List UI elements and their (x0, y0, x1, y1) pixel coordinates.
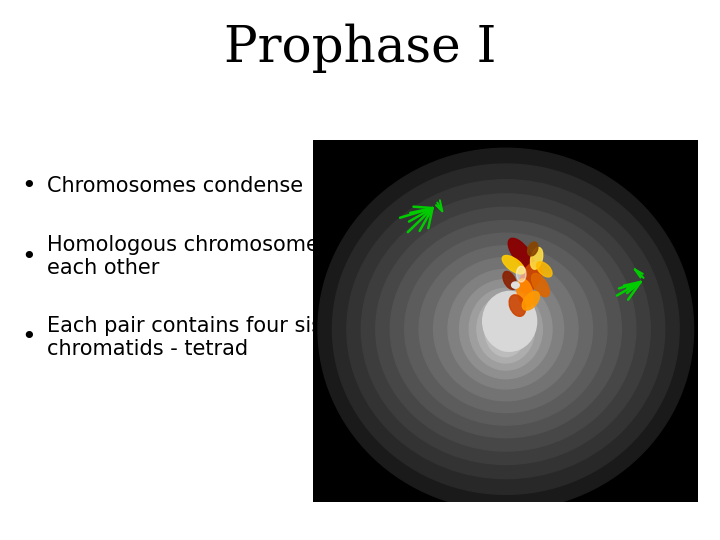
Ellipse shape (516, 266, 526, 282)
Ellipse shape (522, 292, 539, 310)
Ellipse shape (419, 246, 593, 413)
Text: Homologous chromosomes pair w/: Homologous chromosomes pair w/ (47, 234, 408, 255)
Ellipse shape (512, 282, 519, 288)
Ellipse shape (433, 258, 578, 401)
Ellipse shape (503, 255, 525, 274)
Ellipse shape (517, 279, 534, 307)
Ellipse shape (490, 307, 521, 351)
Ellipse shape (528, 242, 538, 256)
Ellipse shape (333, 164, 679, 494)
Text: •: • (22, 245, 36, 268)
Ellipse shape (459, 280, 552, 379)
Ellipse shape (390, 221, 621, 438)
Text: each other: each other (47, 258, 159, 279)
Ellipse shape (361, 194, 650, 464)
Ellipse shape (448, 269, 564, 389)
Text: chromatids - tetrad: chromatids - tetrad (47, 339, 248, 360)
Ellipse shape (520, 262, 542, 292)
Ellipse shape (477, 295, 535, 363)
Ellipse shape (376, 207, 636, 451)
Ellipse shape (347, 180, 665, 478)
Ellipse shape (485, 302, 527, 357)
Ellipse shape (536, 262, 552, 277)
Ellipse shape (469, 288, 542, 370)
Ellipse shape (509, 295, 526, 316)
Ellipse shape (482, 292, 536, 351)
Text: •: • (22, 326, 36, 349)
Text: Each pair contains four sister: Each pair contains four sister (47, 315, 351, 336)
Text: Prophase I: Prophase I (224, 24, 496, 73)
Ellipse shape (318, 148, 693, 510)
Text: •: • (22, 174, 36, 198)
Text: Chromosomes condense: Chromosomes condense (47, 176, 303, 197)
Ellipse shape (531, 247, 543, 269)
Ellipse shape (503, 272, 516, 289)
Ellipse shape (405, 233, 607, 425)
Ellipse shape (508, 238, 534, 269)
Ellipse shape (531, 273, 549, 297)
